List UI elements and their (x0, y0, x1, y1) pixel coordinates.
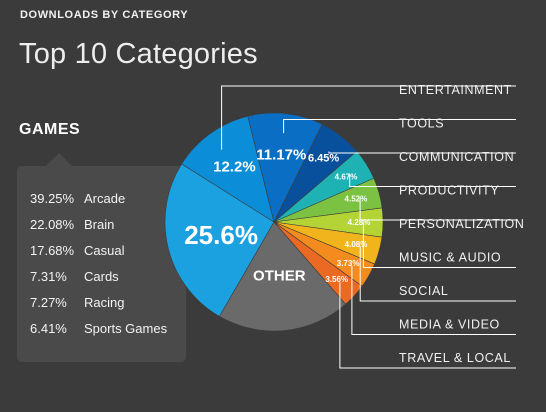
slice-label-tools: 11.17% (256, 146, 306, 163)
games-row-name: Sports Games (84, 321, 168, 336)
games-row-cards: 7.31% Cards (30, 269, 186, 287)
category-label-productivity: PRODUCTIVITY (399, 184, 499, 198)
slice-label-entertainment: 12.2% (213, 159, 256, 176)
slice-label-productivity: 4.67% (335, 172, 358, 181)
games-label: GAMES (19, 121, 81, 138)
games-row-pct: 22.08% (30, 217, 75, 232)
games-row-name: Brain (84, 217, 115, 232)
category-label-communication: COMMUNICATION (399, 150, 514, 164)
leader-line-communication (328, 151, 516, 154)
games-row-name: Casual (84, 243, 125, 258)
games-breakdown-box: 39.25% Arcade 22.08% Brain 17.68% Casual… (17, 153, 186, 362)
leader-line-productivity (349, 174, 516, 187)
games-row-casual: 17.68% Casual (30, 243, 186, 261)
games-row-pct: 39.25% (30, 191, 75, 206)
slice-label-travel-and-local: 3.56% (325, 275, 348, 284)
category-label-music-and-audio: MUSIC & AUDIO (399, 251, 501, 265)
pie-slice-games (164, 163, 275, 317)
games-row-brain: 22.08% Brain (30, 217, 186, 235)
games-row-racing: 7.27% Racing (30, 295, 186, 313)
games-row-name: Cards (84, 269, 119, 284)
pie-slice-tools (247, 112, 323, 223)
slice-label-communication: 6.45% (308, 152, 339, 164)
slice-label-games: 25.6% (184, 220, 258, 250)
chart-title: Top 10 Categories (19, 38, 258, 70)
games-row-sports-games: 6.41% Sports Games (30, 321, 186, 339)
games-row-pct: 17.68% (30, 243, 75, 258)
slice-label-other: OTHER (253, 268, 306, 285)
games-row-name: Racing (84, 295, 125, 310)
leader-lines (221, 85, 516, 369)
leader-line-travel-and-local (339, 282, 516, 369)
slice-label-social: 4.08% (345, 240, 368, 249)
category-label-entertainment: ENTERTAINMENT (399, 83, 512, 97)
games-row-pct: 7.31% (30, 269, 67, 284)
games-row-pct: 7.27% (30, 295, 67, 310)
slice-label-personalization: 4.52% (345, 195, 368, 204)
pie-slice-other (219, 221, 347, 332)
header-label: DOWNLOADS BY CATEGORY (20, 9, 189, 21)
games-row-name: Arcade (84, 191, 126, 206)
category-label-media-and-video: MEDIA & VIDEO (399, 318, 500, 332)
category-label-tools: TOOLS (399, 117, 444, 131)
category-label-social: SOCIAL (399, 284, 448, 298)
games-row-pct: 6.41% (30, 321, 67, 336)
category-label-travel-and-local: TRAVEL & LOCAL (399, 351, 511, 365)
slice-label-media-and-video: 3.73% (337, 259, 360, 268)
leader-line-social (359, 245, 516, 302)
leader-line-tools (283, 119, 516, 134)
games-row-arcade: 39.25% Arcade (30, 191, 186, 209)
leader-line-entertainment (221, 85, 516, 150)
leader-line-media-and-video (351, 265, 516, 335)
slice-labels: 25.6% 12.2%11.17% 6.45% 4.67% 4.52% 4.28% 4.08… (184, 146, 370, 284)
leader-line-personalization (359, 198, 516, 221)
pie-slice-entertainment (181, 115, 275, 223)
leader-line-music-and-audio (362, 222, 516, 268)
slice-label-music-and-audio: 4.28% (348, 218, 371, 227)
category-labels: ENTERTAINMENT TOOLS COMMUNICATION PRODUCTIV… (399, 83, 524, 365)
category-label-personalization: PERSONALIZATION (399, 217, 524, 231)
